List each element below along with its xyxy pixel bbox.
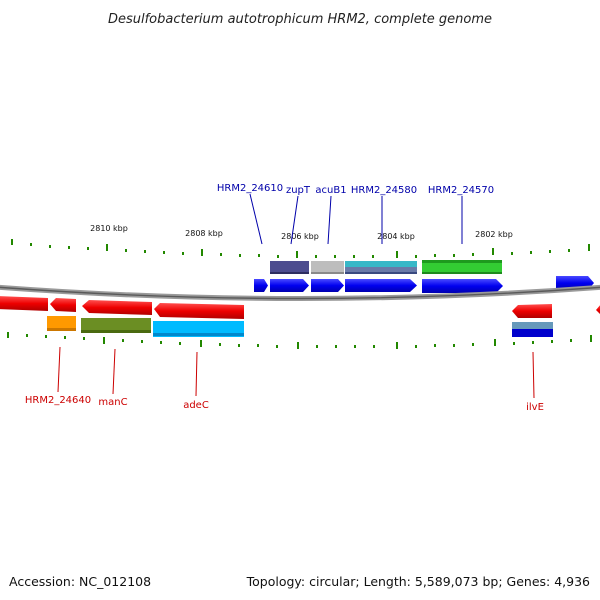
feature-cog-ilvE-a	[512, 322, 553, 329]
gene-label-adeC: adeC	[183, 400, 209, 411]
reverse-cog-features	[47, 316, 553, 337]
gene-arrow-manC	[82, 300, 152, 315]
gene-arrow-HRM2_24610	[270, 279, 309, 292]
gene-arrow-forward-1	[254, 279, 268, 292]
gene-arrow-acuB1	[345, 279, 417, 292]
gene-label-zupT: zupT	[286, 185, 311, 196]
feature-cog-HRM2_24640	[47, 316, 76, 331]
scale-label-2810: 2810 kbp	[90, 224, 128, 233]
feature-cog-manC	[81, 318, 151, 333]
reverse-gene-arrows	[0, 296, 600, 319]
gene-label-HRM2_24640: HRM2_24640	[25, 395, 91, 406]
map-title: Desulfobacterium autotrophicum HRM2, com…	[108, 12, 492, 27]
gene-arrow-HRM2_24570	[422, 279, 503, 293]
feature-cog-zupT	[270, 261, 309, 274]
gene-arrow-ilvE	[512, 304, 552, 318]
gene-arrow-adeC	[154, 303, 244, 319]
scale-label-2808: 2808 kbp	[185, 229, 223, 238]
gene-label-HRM2_24610: HRM2_24610	[217, 183, 283, 194]
topology-text: Topology: circular; Length: 5,589,073 bp…	[246, 574, 590, 589]
top-leader-lines	[249, 193, 463, 245]
forward-gene-arrows	[254, 276, 594, 293]
inner-tick-ring	[7, 332, 592, 349]
gene-arrow-reverse-right	[596, 305, 600, 314]
feature-cog-ilvE-b	[512, 329, 553, 337]
gene-arrow-reverse-left	[0, 296, 48, 311]
feature-cog-acuB1	[311, 261, 344, 274]
feature-cog-HRM2_24570	[422, 260, 502, 274]
gene-label-HRM2_24580: HRM2_24580	[351, 185, 417, 196]
gene-label-acuB1: acuB1	[315, 185, 346, 196]
forward-cog-features	[270, 260, 502, 274]
scale-label-2802: 2802 kbp	[475, 230, 513, 239]
scale-label-2804: 2804 kbp	[377, 232, 415, 241]
outer-tick-ring	[11, 239, 590, 258]
scale-label-2806: 2806 kbp	[281, 232, 319, 241]
accession-text: Accession: NC_012108	[9, 574, 151, 589]
gene-arrow-zupT	[311, 279, 344, 292]
gene-label-HRM2_24570: HRM2_24570	[428, 185, 494, 196]
feature-cog-HRM2_24580-a	[345, 261, 417, 267]
gene-arrow-HRM2_24640	[50, 298, 76, 312]
feature-cog-HRM2_24580-b	[345, 267, 417, 274]
gene-label-ilvE: ilvE	[526, 402, 544, 413]
gene-label-manC: manC	[98, 397, 127, 408]
bottom-leader-lines	[57, 346, 535, 399]
